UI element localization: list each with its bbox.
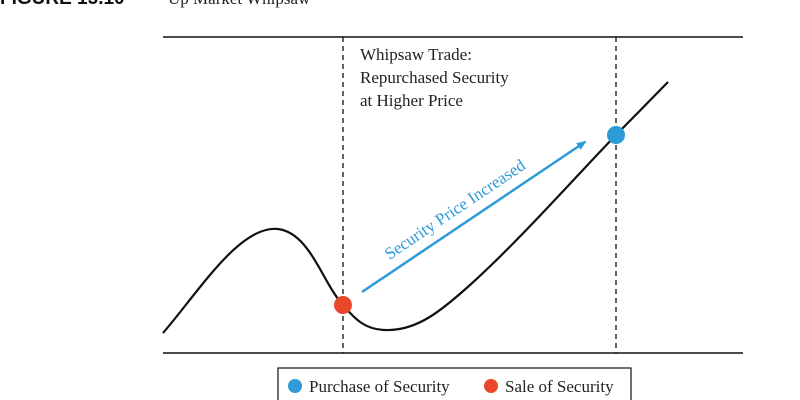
legend-label: Sale of Security [505,377,614,396]
legend-swatch [288,379,302,393]
figure-label: FIGURE 15.10 [0,0,125,9]
annotation-line: at Higher Price [360,91,463,110]
price-arrow [361,140,587,294]
arrow-label: Security Price Increased [381,155,529,263]
annotation-line: Whipsaw Trade: [360,45,472,64]
legend-swatch [484,379,498,393]
legend-label: Purchase of Security [309,377,450,396]
purchase-point [607,126,625,144]
sale-point [334,296,352,314]
figure-title: Up Market Whipsaw [168,0,311,8]
price-curve [162,81,669,334]
legend-box [277,367,632,400]
annotation-line: Repurchased Security [360,68,509,87]
